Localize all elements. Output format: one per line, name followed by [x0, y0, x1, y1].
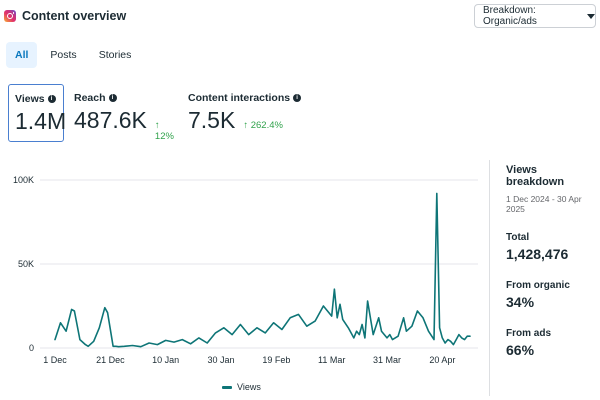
panel-divider [489, 160, 490, 396]
series-line-views [54, 192, 471, 348]
x-tick-label: 30 Jan [207, 355, 234, 365]
metric-views-header: Views i [15, 93, 57, 105]
organic-label: From organic [506, 280, 570, 291]
total-label: Total [506, 232, 530, 243]
metric-content-interactions-change: ↑ 262.4% [243, 120, 283, 131]
instagram-icon [4, 10, 16, 22]
tab-stories-label: Stories [98, 49, 132, 61]
x-tick-label: 10 Jan [152, 355, 179, 365]
metric-views-row: 1.4M [15, 108, 66, 135]
chart-legend: Views [222, 382, 261, 392]
page-header: Content overview [4, 6, 126, 26]
info-icon[interactable]: i [108, 94, 117, 102]
views-line-chart: 100K 50K 0 1 Dec 21 Dec 10 Jan 30 Jan 19 Feb 11 … [13, 175, 478, 365]
metric-content-interactions-row: 7.5K ↑ 262.4% [188, 107, 306, 134]
total-value: 1,428,476 [506, 246, 569, 262]
metric-reach[interactable]: Reach i 487.6K ↑ 12% [68, 84, 178, 142]
x-tick-label: 31 Mar [373, 355, 401, 365]
arrow-up-icon: ↑ [243, 120, 251, 131]
tab-all-label: All [15, 49, 29, 61]
x-tick-label: 19 Feb [262, 355, 290, 365]
metric-views-label: Views [15, 93, 45, 105]
tab-stories[interactable]: Stories [90, 42, 141, 68]
tab-posts[interactable]: Posts [41, 42, 85, 68]
page-title: Content overview [22, 9, 127, 23]
x-tick-label: 21 Dec [96, 355, 125, 365]
arrow-up-icon: ↑ [154, 120, 160, 131]
metric-reach-row: 487.6K ↑ 12% [74, 107, 174, 142]
x-tick-label: 1 Dec [43, 355, 67, 365]
views-breakdown-title: Views breakdown [506, 164, 565, 188]
metric-content-interactions-label: Content interactions [188, 92, 291, 104]
info-icon[interactable]: i [293, 94, 302, 102]
metric-content-interactions-header: Content interactions i [188, 92, 306, 104]
ads-value: 66% [506, 342, 535, 358]
ads-label: From ads [506, 328, 552, 339]
breakdown-dropdown[interactable]: Breakdown: Organic/ads [474, 4, 596, 28]
x-tick-label: 11 Mar [318, 355, 345, 365]
info-icon[interactable]: i [47, 95, 56, 103]
legend-swatch-views [222, 385, 232, 389]
tab-all[interactable]: All [6, 42, 38, 68]
metric-content-interactions-change-value: 262.4% [250, 120, 283, 131]
metric-views-value: 1.4M [15, 108, 67, 134]
organic-value: 34% [506, 294, 535, 310]
metric-content-interactions-value: 7.5K [188, 107, 236, 133]
content-tabs: All Posts Stories [6, 42, 140, 68]
y-tick-label: 50K [18, 259, 34, 269]
y-tick-label: 100K [13, 175, 34, 185]
x-tick-label: 20 Apr [429, 355, 455, 365]
legend-label-views: Views [237, 382, 261, 392]
metric-views[interactable]: Views i 1.4M [8, 84, 66, 142]
metric-content-interactions[interactable]: Content interactions i 7.5K ↑ 262.4% [182, 84, 312, 142]
metric-reach-change: ↑ 12% [155, 120, 174, 142]
metric-reach-label: Reach [74, 92, 106, 104]
caret-down-icon [587, 13, 595, 19]
tab-posts-label: Posts [50, 49, 77, 61]
metric-reach-header: Reach i [74, 92, 172, 104]
views-breakdown-panel: Views breakdown 1 Dec 2024 - 30 Apr 2025… [506, 164, 598, 358]
views-breakdown-date-range: 1 Dec 2024 - 30 Apr 2025 [506, 194, 582, 214]
metric-reach-value: 487.6K [74, 107, 147, 133]
y-tick-label: 0 [29, 343, 34, 353]
breakdown-dropdown-label: Breakdown: Organic/ads [483, 5, 537, 27]
metric-reach-change-value: 12% [154, 131, 174, 142]
